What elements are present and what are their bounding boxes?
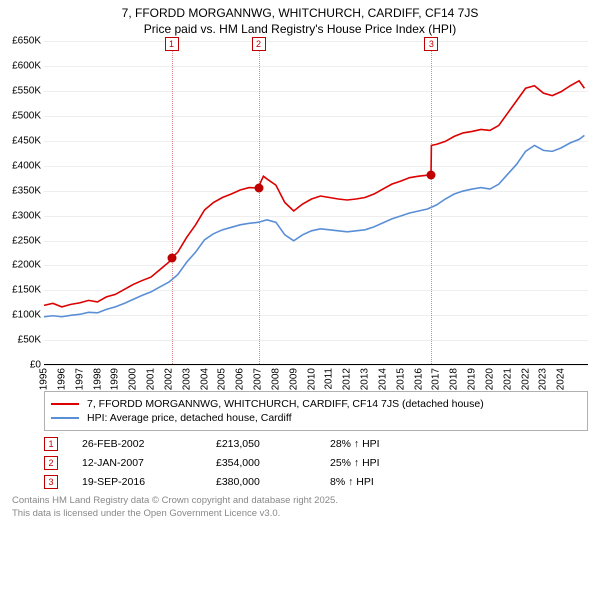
sales-table-date: 19-SEP-2016 (82, 476, 192, 488)
y-axis-label: £300K (12, 210, 44, 221)
x-axis-label: 2010 (306, 368, 317, 390)
sales-table-idx: 2 (44, 456, 58, 470)
x-axis-label: 2008 (270, 368, 281, 390)
x-axis-label: 2004 (199, 368, 210, 390)
chart-lines-svg (44, 41, 588, 364)
y-axis-label: £600K (12, 61, 44, 72)
attribution: Contains HM Land Registry data © Crown c… (12, 495, 588, 520)
y-axis-label: £550K (12, 86, 44, 97)
x-axis-label: 1996 (56, 368, 67, 390)
x-axis-label: 2012 (342, 368, 353, 390)
x-axis-label: 1995 (39, 368, 50, 390)
sale-dot (167, 254, 176, 263)
legend-swatch-property (51, 403, 79, 405)
x-axis-label: 2015 (395, 368, 406, 390)
sale-marker: 2 (252, 37, 266, 51)
attribution-line-2: This data is licensed under the Open Gov… (12, 508, 588, 520)
title-line-2: Price paid vs. HM Land Registry's House … (0, 22, 600, 38)
sales-table-idx: 3 (44, 475, 58, 489)
y-axis-label: £500K (12, 110, 44, 121)
legend-label-hpi: HPI: Average price, detached house, Card… (87, 412, 292, 424)
x-axis-label: 2007 (253, 368, 264, 390)
sales-table-row: 3 19-SEP-2016 £380,000 8% ↑ HPI (44, 475, 588, 489)
x-axis-label: 2021 (502, 368, 513, 390)
y-axis-label: £100K (12, 310, 44, 321)
sales-table: 1 26-FEB-2002 £213,050 28% ↑ HPI 2 12-JAN-200… (44, 437, 588, 489)
y-axis-label: £250K (12, 235, 44, 246)
x-axis-label: 2000 (128, 368, 139, 390)
x-axis-label: 2002 (163, 368, 174, 390)
legend-label-property: 7, FFORDD MORGANNWG, WHITCHURCH, CARDIFF… (87, 398, 484, 410)
x-axis-label: 2014 (377, 368, 388, 390)
x-axis-label: 1999 (110, 368, 121, 390)
x-axis-label: 2009 (288, 368, 299, 390)
x-axis-label: 2016 (413, 368, 424, 390)
sales-table-price: £354,000 (216, 457, 306, 469)
legend-row-property: 7, FFORDD MORGANNWG, WHITCHURCH, CARDIFF… (51, 398, 581, 410)
y-axis-label: £450K (12, 135, 44, 146)
sales-table-delta: 8% ↑ HPI (330, 476, 374, 488)
y-axis-label: £200K (12, 260, 44, 271)
sale-marker: 3 (424, 37, 438, 51)
sales-table-delta: 28% ↑ HPI (330, 438, 380, 450)
sales-table-date: 26-FEB-2002 (82, 438, 192, 450)
y-axis-label: £650K (12, 36, 44, 47)
sales-table-row: 2 12-JAN-2007 £354,000 25% ↑ HPI (44, 456, 588, 470)
legend: 7, FFORDD MORGANNWG, WHITCHURCH, CARDIFF… (44, 391, 588, 431)
x-axis-label: 1998 (92, 368, 103, 390)
x-axis-label: 2023 (538, 368, 549, 390)
chart-title: 7, FFORDD MORGANNWG, WHITCHURCH, CARDIFF… (0, 6, 600, 37)
y-axis-label: £50K (18, 335, 44, 346)
x-axis-label: 2017 (431, 368, 442, 390)
legend-swatch-hpi (51, 417, 79, 419)
y-axis-label: £150K (12, 285, 44, 296)
sales-table-date: 12-JAN-2007 (82, 457, 192, 469)
x-axis-label: 2001 (146, 368, 157, 390)
plot-area: £0£50K£100K£150K£200K£250K£300K£350K£400… (44, 41, 588, 387)
x-axis-label: 2006 (235, 368, 246, 390)
sales-table-price: £213,050 (216, 438, 306, 450)
sales-table-idx: 1 (44, 437, 58, 451)
chart-series-line (44, 81, 584, 307)
x-axis-label: 2018 (449, 368, 460, 390)
sales-table-price: £380,000 (216, 476, 306, 488)
x-axis-label: 2022 (520, 368, 531, 390)
x-axis-label: 2024 (556, 368, 567, 390)
x-axis-label: 2005 (217, 368, 228, 390)
attribution-line-1: Contains HM Land Registry data © Crown c… (12, 495, 588, 507)
x-axis-label: 2013 (360, 368, 371, 390)
x-axis-label: 2011 (324, 368, 335, 390)
x-axis-label: 2019 (467, 368, 478, 390)
legend-row-hpi: HPI: Average price, detached house, Card… (51, 412, 581, 424)
gridline-y (44, 365, 588, 366)
x-axis-label: 2020 (484, 368, 495, 390)
plot-inner: £0£50K£100K£150K£200K£250K£300K£350K£400… (44, 41, 588, 365)
x-axis-label: 1997 (74, 368, 85, 390)
title-line-1: 7, FFORDD MORGANNWG, WHITCHURCH, CARDIFF… (0, 6, 600, 22)
sale-dot (254, 183, 263, 192)
sales-table-row: 1 26-FEB-2002 £213,050 28% ↑ HPI (44, 437, 588, 451)
sales-table-delta: 25% ↑ HPI (330, 457, 380, 469)
y-axis-label: £350K (12, 185, 44, 196)
y-axis-label: £400K (12, 160, 44, 171)
sale-dot (427, 170, 436, 179)
x-axis-label: 2003 (181, 368, 192, 390)
sale-marker: 1 (165, 37, 179, 51)
